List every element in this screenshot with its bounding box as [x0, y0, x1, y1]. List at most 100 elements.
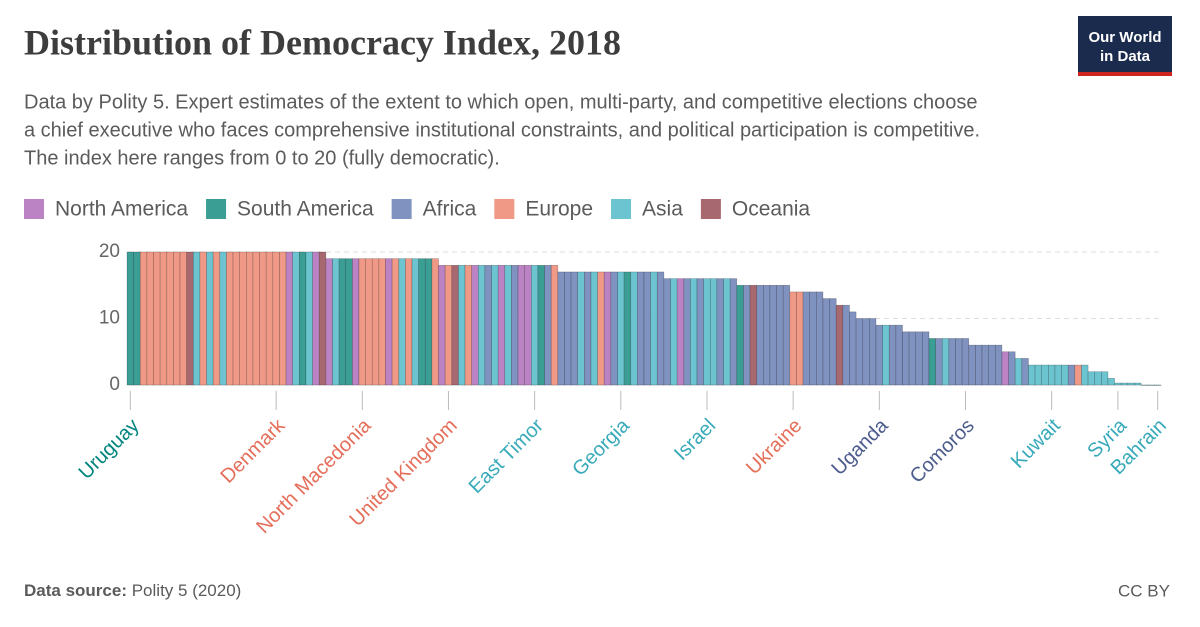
bar	[126, 251, 134, 386]
bar	[564, 271, 572, 386]
bar	[192, 251, 201, 386]
bar	[862, 318, 870, 386]
x-tick-label: East Timor	[465, 414, 548, 497]
bar	[855, 318, 864, 386]
bar	[166, 251, 174, 386]
bar	[299, 251, 307, 386]
bar	[272, 251, 280, 386]
bar	[305, 251, 313, 386]
bar	[603, 271, 612, 386]
bar	[159, 251, 168, 386]
bar	[226, 251, 234, 386]
bar	[550, 264, 559, 386]
logo: Our World in Data	[1078, 16, 1172, 76]
bar	[265, 251, 274, 386]
bar	[285, 251, 294, 386]
bar	[153, 251, 161, 386]
bar	[458, 264, 466, 386]
bar	[1041, 364, 1049, 386]
bar	[239, 251, 247, 386]
y-tick-label: 0	[109, 374, 120, 395]
bar	[398, 258, 406, 386]
bar	[173, 251, 181, 386]
bar	[1028, 364, 1036, 386]
license: CC BY	[1118, 581, 1170, 600]
bar	[531, 264, 539, 386]
bar	[590, 271, 598, 386]
bar	[504, 264, 512, 386]
bar	[961, 338, 970, 386]
bar	[246, 251, 254, 386]
bar	[835, 304, 844, 386]
bar	[279, 251, 287, 386]
bar	[882, 324, 890, 386]
bar	[464, 264, 472, 386]
bar	[955, 338, 963, 386]
bar	[948, 338, 956, 386]
bar	[650, 271, 658, 386]
bar	[179, 251, 187, 386]
bar	[431, 258, 439, 386]
bar	[888, 324, 897, 386]
bar	[796, 291, 804, 386]
bar	[1087, 371, 1096, 386]
bar	[922, 331, 930, 386]
legend-label: Asia	[642, 198, 683, 221]
bar	[802, 291, 811, 386]
bar	[259, 251, 267, 386]
bar	[908, 331, 917, 386]
bar	[1034, 364, 1042, 386]
bar	[1021, 358, 1029, 386]
bar	[994, 344, 1003, 386]
bar	[451, 264, 459, 386]
bar	[292, 251, 300, 386]
bar	[345, 258, 353, 386]
bar	[212, 251, 221, 386]
bar	[1140, 384, 1149, 386]
bar	[1147, 384, 1155, 386]
bar	[743, 284, 751, 386]
bar	[438, 264, 446, 386]
bar	[411, 258, 419, 386]
bar	[630, 271, 638, 386]
bar	[716, 278, 724, 386]
logo-text: in Data	[1100, 48, 1151, 65]
bar	[557, 271, 565, 386]
bar	[385, 258, 393, 386]
bar	[1134, 382, 1142, 386]
bar	[729, 278, 738, 386]
y-tick-label: 20	[99, 241, 120, 262]
bar	[915, 331, 923, 386]
bar	[703, 278, 711, 386]
bar	[643, 271, 651, 386]
bar	[842, 304, 850, 386]
bar	[941, 338, 950, 386]
bar	[988, 344, 996, 386]
bar	[199, 251, 207, 386]
logo-text: Our World	[1088, 29, 1161, 46]
bar	[312, 251, 320, 386]
bar	[146, 251, 154, 386]
bar	[358, 258, 366, 386]
source-label: Data source:	[24, 581, 127, 600]
legend-label: North America	[55, 198, 188, 221]
bar	[133, 251, 141, 386]
bar	[232, 251, 240, 386]
bar	[623, 271, 632, 386]
legend-label: Europe	[525, 198, 593, 221]
logo-box	[1078, 16, 1172, 76]
bar	[252, 251, 260, 386]
bar	[1127, 382, 1135, 386]
x-tick-label: Ukraine	[742, 415, 806, 479]
x-tick-label: Kuwait	[1007, 414, 1065, 472]
bar	[577, 271, 585, 386]
bar	[186, 251, 194, 386]
bar	[1054, 364, 1062, 386]
bar	[497, 264, 506, 386]
bar	[424, 258, 433, 386]
bar	[736, 284, 744, 386]
bar	[690, 278, 698, 386]
bar	[524, 264, 532, 386]
bar	[749, 284, 757, 386]
